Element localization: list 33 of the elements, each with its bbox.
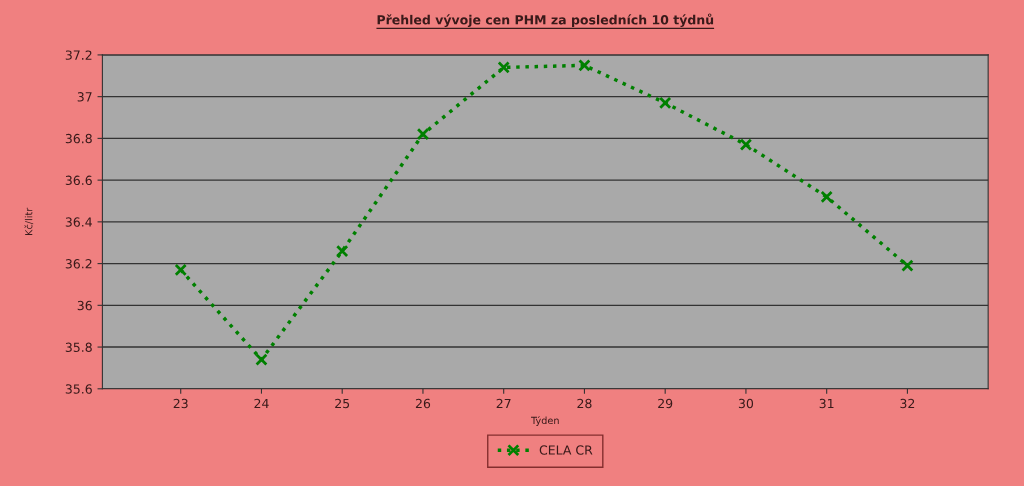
x-tick-label: 28 [577,398,592,409]
point [416,127,430,141]
point [174,263,187,277]
point [820,190,833,204]
point [335,244,349,258]
y-tick-label: 36 [77,300,92,311]
x-axis-title: Týden [531,416,559,426]
y-tick-label: 36.8 [65,133,92,144]
y-tick-label: 35.6 [65,384,92,394]
legend-label: CELA CR [539,445,593,455]
chart-title: Přehled vývoje cen PHM za posledních 10 týdnů [377,13,714,28]
x-tick-label: 23 [173,398,188,409]
x-tick-label: 26 [415,398,431,409]
point [901,259,914,272]
y-tick-label: 37 [77,92,92,102]
x-tick-label: 24 [254,398,269,409]
x-tick-label: 25 [335,398,350,409]
x-tick-label: 29 [658,398,673,409]
y-tick-label: 36.6 [65,175,92,186]
x-tick-label: 31 [819,398,834,409]
point [658,96,672,110]
x-tick-label: 30 [738,398,754,409]
point [739,138,753,151]
y-tick-label: 37.2 [65,50,92,60]
y-tick-label: 36.2 [65,259,92,269]
x-tick-label: 32 [900,398,915,409]
y-tick-label: 36.4 [65,217,92,227]
point [578,59,591,72]
y-tick-label: 35.8 [65,342,92,352]
x-tick-label: 27 [496,398,511,409]
point [497,61,510,74]
point [255,353,268,366]
y-axis-title: Kč/litr [24,207,34,236]
